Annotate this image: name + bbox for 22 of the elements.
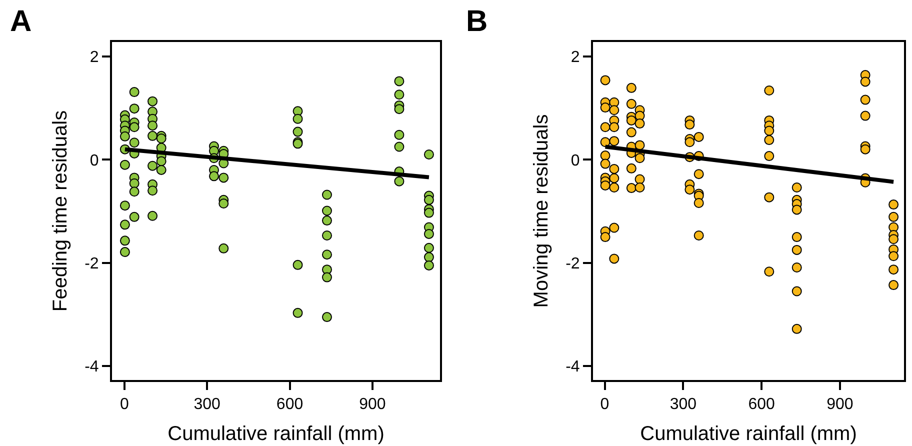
x-tick-label: 600 [748,396,776,414]
x-tick-label: 300 [194,396,221,414]
x-axis-title: Cumulative rainfall (mm) [640,423,857,446]
y-tick-label: -2 [566,255,580,272]
x-tick-label: 900 [359,396,386,414]
y-tick-label: -4 [566,358,580,376]
y-tick-label: 0 [570,152,580,170]
x-axis-title: Cumulative rainfall (mm) [168,423,384,446]
y-axis-title: Feeding time residuals [50,110,72,312]
y-tick-label: -4 [84,358,99,376]
y-tick-label: 2 [570,49,580,66]
x-tick-label: 0 [120,396,129,414]
y-axis-title: Moving time residuals [530,114,553,308]
y-tick-label: 2 [90,49,99,66]
chart-title: B [466,5,488,38]
x-tick-label: 900 [826,396,854,414]
x-tick-label: 600 [276,396,304,414]
x-tick-label: 0 [600,396,610,414]
y-tick-label: -2 [84,255,99,272]
chart-title: A [10,5,32,38]
x-tick-label: 300 [670,396,697,414]
y-tick-label: 0 [90,152,99,170]
